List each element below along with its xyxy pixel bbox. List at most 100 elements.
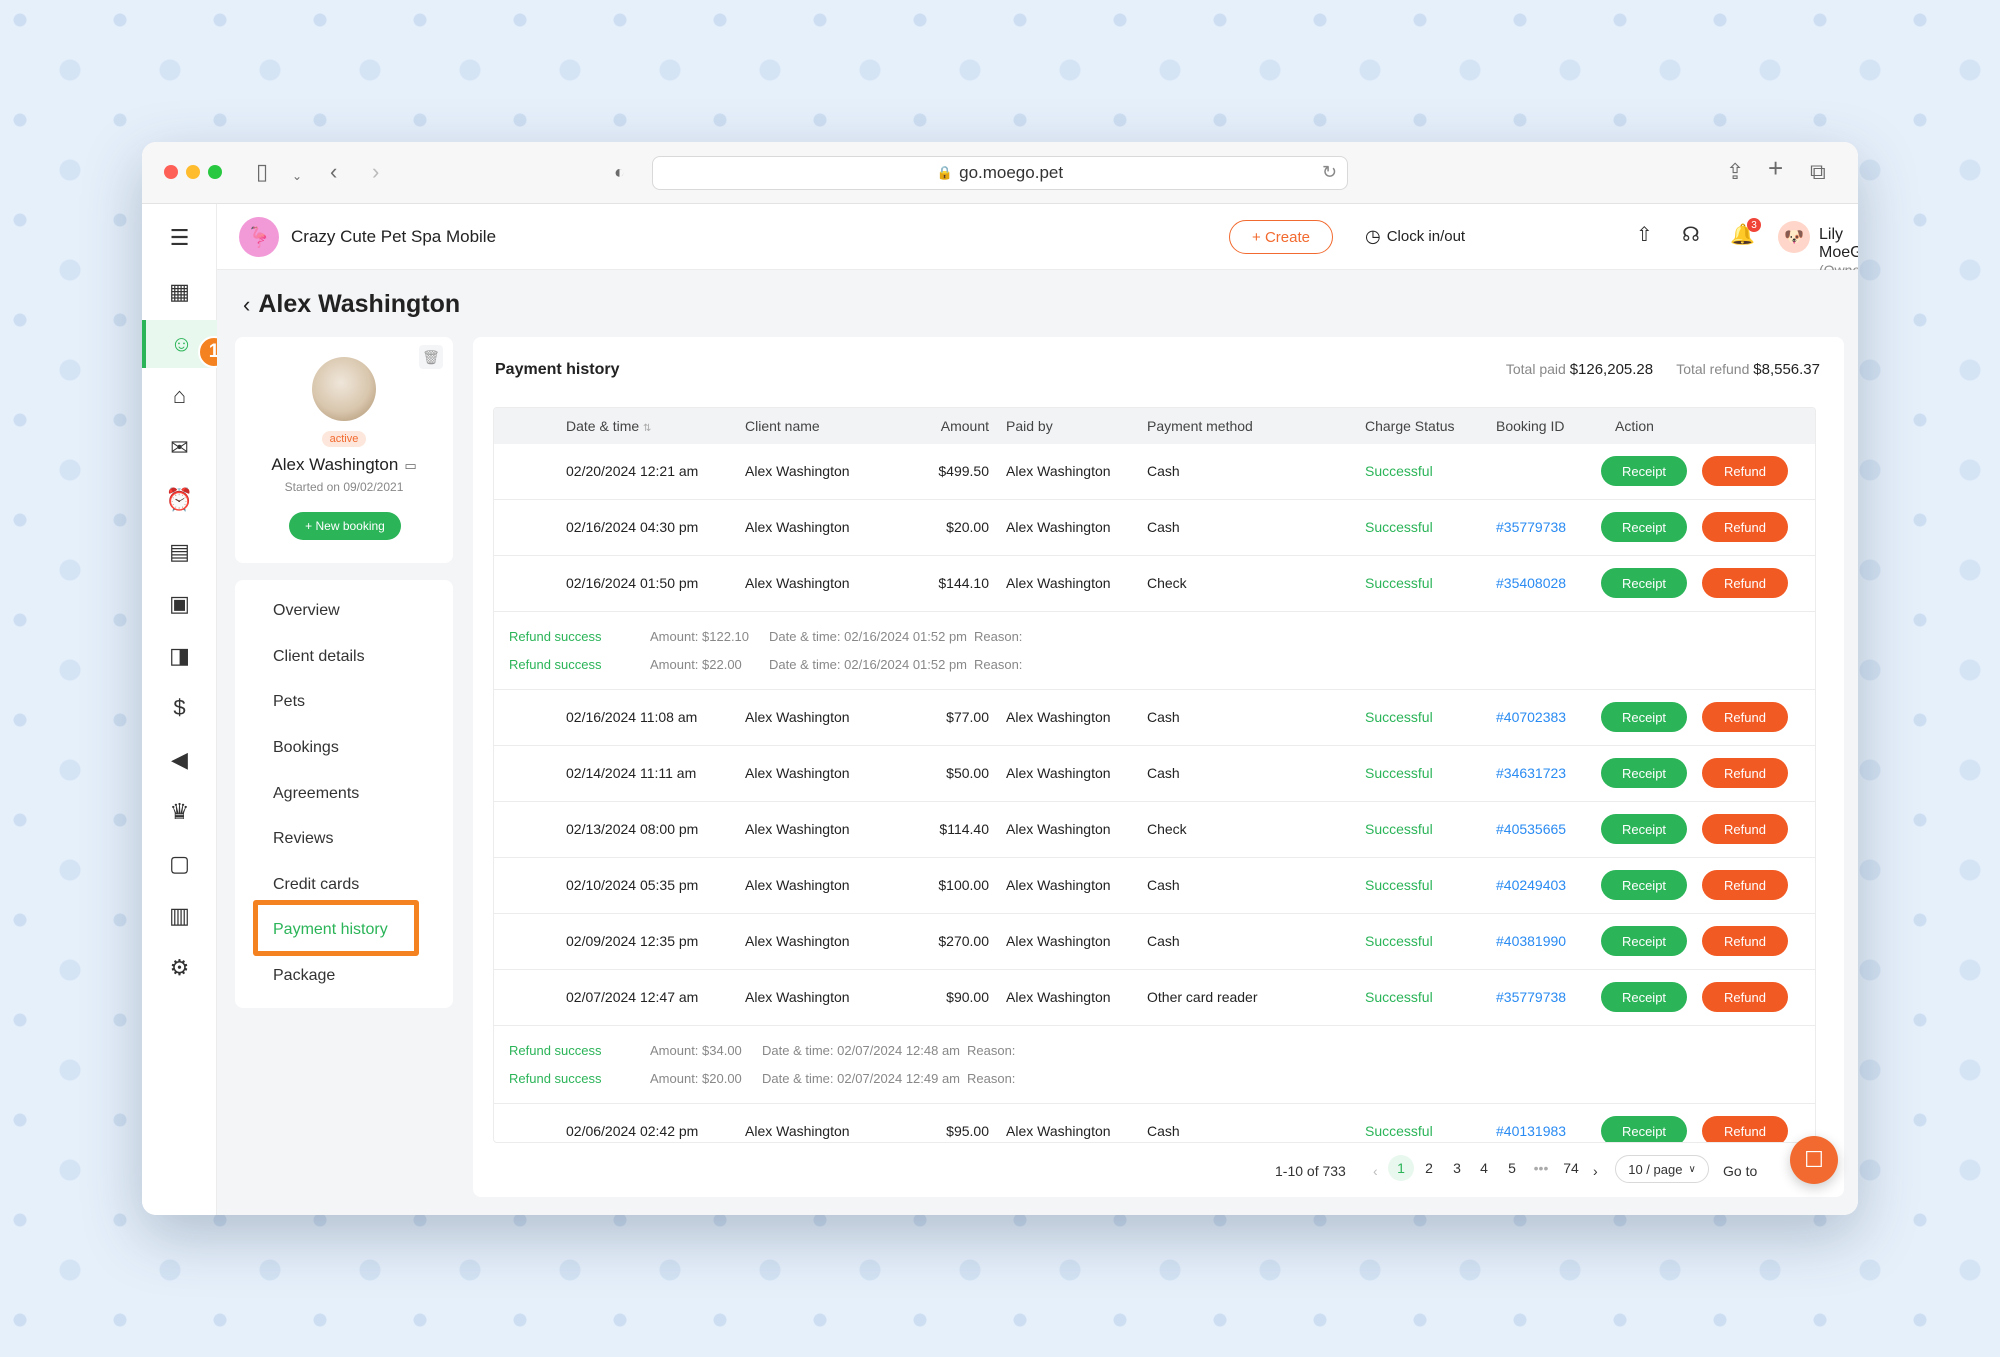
avatar[interactable]: 🐶	[1778, 221, 1810, 253]
dollar-icon[interactable]: $	[173, 695, 186, 720]
refund-button[interactable]: Refund	[1702, 512, 1788, 542]
shop-icon[interactable]: ⌂	[172, 383, 187, 408]
crown-icon[interactable]: ♛	[169, 799, 190, 824]
cell-booking-id[interactable]: #35408028	[1496, 575, 1567, 591]
headset-icon[interactable]: ☊	[1682, 224, 1700, 246]
calendar-icon[interactable]: ▦	[169, 279, 190, 304]
refund-button[interactable]: Refund	[1702, 982, 1788, 1012]
refund-button[interactable]: Refund	[1702, 758, 1788, 788]
chevron-down-icon[interactable]: ⌄	[292, 169, 303, 183]
refund-button[interactable]: Refund	[1702, 926, 1788, 956]
cell-booking-id[interactable]: #34631723	[1496, 765, 1567, 781]
menu-item-package[interactable]: Package	[273, 967, 336, 984]
sidebar-toggle-icon[interactable]: ▯	[256, 159, 269, 184]
page-5[interactable]: 5	[1508, 1160, 1516, 1176]
messages-icon[interactable]: ✉	[170, 435, 189, 460]
close-window-button[interactable]	[164, 165, 178, 179]
maximize-window-button[interactable]	[208, 165, 222, 179]
cell-booking-id[interactable]: #35779738	[1496, 989, 1567, 1005]
address-bar[interactable]: 🔒 go.moego.pet ↻	[652, 156, 1348, 190]
menu-item-reviews[interactable]: Reviews	[273, 830, 334, 847]
back-arrow-icon[interactable]: ‹	[330, 159, 338, 184]
chat-support-button[interactable]: ☐	[1790, 1136, 1838, 1184]
page-2[interactable]: 2	[1425, 1160, 1433, 1176]
menu-item-bookings[interactable]: Bookings	[273, 739, 339, 756]
receipt-button[interactable]: Receipt	[1601, 512, 1687, 542]
cell-booking-id[interactable]: #40535665	[1496, 821, 1567, 837]
menu-item-agreements[interactable]: Agreements	[273, 785, 360, 802]
next-page-icon[interactable]: ›	[1593, 1163, 1598, 1179]
receipt-button[interactable]: Receipt	[1601, 1116, 1687, 1142]
refund-button[interactable]: Refund	[1702, 814, 1788, 844]
business-name[interactable]: Crazy Cute Pet Spa Mobile	[291, 227, 497, 246]
hamburger-menu-icon[interactable]: ☰	[169, 225, 190, 250]
page-last[interactable]: 74	[1563, 1160, 1579, 1176]
receipt-button[interactable]: Receipt	[1601, 926, 1687, 956]
settings-gear-icon[interactable]: ⚙	[169, 955, 190, 980]
forward-arrow-icon[interactable]: ›	[372, 159, 380, 184]
new-tab-icon[interactable]: +	[1768, 153, 1784, 183]
refund-button[interactable]: Refund	[1702, 870, 1788, 900]
menu-item-payment-history[interactable]: Payment history	[273, 921, 388, 938]
id-card-icon[interactable]: ▢	[169, 851, 190, 876]
shield-icon[interactable]: ◐	[614, 162, 625, 182]
reload-icon[interactable]: ↻	[1321, 162, 1337, 182]
menu-item-overview[interactable]: Overview	[273, 602, 340, 619]
lock-icon: 🔒	[936, 165, 954, 180]
receipt-button[interactable]: Receipt	[1601, 870, 1687, 900]
col-date[interactable]: Date & time ⇅	[566, 418, 651, 434]
cell-paid-by: Alex Washington	[1006, 877, 1111, 893]
receipt-button[interactable]: Receipt	[1601, 456, 1687, 486]
receipt-button[interactable]: Receipt	[1601, 702, 1687, 732]
clock-in-out-button[interactable]: ◷ Clock in/out	[1365, 226, 1465, 247]
total-paid-label: Total paid	[1505, 361, 1566, 377]
upload-icon[interactable]: ⇧	[1636, 224, 1653, 246]
refund-button[interactable]: Refund	[1702, 568, 1788, 598]
page-1[interactable]: 1	[1388, 1155, 1414, 1181]
cell-status: Successful	[1365, 1123, 1433, 1139]
bar-chart-icon[interactable]: ▥	[169, 903, 190, 928]
cell-booking-id[interactable]: #35779738	[1496, 519, 1567, 535]
page-ellipsis[interactable]: •••	[1533, 1160, 1549, 1176]
trash-icon[interactable]: 🗑	[419, 345, 443, 369]
create-button[interactable]: + Create	[1229, 220, 1333, 254]
share-icon[interactable]: ⇪	[1726, 159, 1745, 184]
refund-details: Refund success Amount: $122.10 Date & time…	[494, 612, 1815, 690]
page-size-select[interactable]: 10 / page ∨	[1615, 1155, 1709, 1183]
cell-date: 02/06/2024 02:42 pm	[566, 1123, 699, 1139]
refund-status: Refund success	[509, 629, 602, 644]
cell-booking-id[interactable]: #40249403	[1496, 877, 1567, 893]
menu-item-client-details[interactable]: Client details	[273, 648, 365, 665]
menu-item-credit-cards[interactable]: Credit cards	[273, 876, 360, 893]
receipt-button[interactable]: Receipt	[1601, 982, 1687, 1012]
sort-icon[interactable]: ⇅	[643, 423, 652, 434]
receipt-button[interactable]: Receipt	[1601, 814, 1687, 844]
clipboard-icon[interactable]: ▣	[169, 591, 190, 616]
card-icon[interactable]: ▭	[404, 458, 417, 473]
megaphone-icon[interactable]: ◀	[171, 747, 188, 772]
new-booking-button[interactable]: + New booking	[289, 512, 401, 540]
back-chevron-icon[interactable]: ‹	[243, 292, 251, 317]
refund-button[interactable]: Refund	[1702, 702, 1788, 732]
menu-item-pets[interactable]: Pets	[273, 693, 306, 710]
refund-button[interactable]: Refund	[1702, 1116, 1788, 1142]
tag-icon[interactable]: ◨	[169, 643, 190, 668]
col-action: Action	[1615, 418, 1654, 434]
clock-icon: ◷	[1365, 226, 1381, 246]
browser-window: ▯ ⌄ ‹ › ◐ 🔒 go.moego.pet ↻ ⇪ + ⧉ ☰ ▦ ☺ ⌂…	[142, 142, 1858, 1215]
page-3[interactable]: 3	[1453, 1160, 1461, 1176]
tabs-overview-icon[interactable]: ⧉	[1810, 159, 1826, 184]
page-4[interactable]: 4	[1480, 1160, 1488, 1176]
cell-booking-id[interactable]: #40131983	[1496, 1123, 1567, 1139]
receipt-button[interactable]: Receipt	[1601, 568, 1687, 598]
receipt-button[interactable]: Receipt	[1601, 758, 1687, 788]
schedule-icon[interactable]: ▤	[169, 539, 190, 564]
cell-booking-id[interactable]: #40702383	[1496, 709, 1567, 725]
minimize-window-button[interactable]	[186, 165, 200, 179]
cell-amount: $95.00	[946, 1123, 989, 1139]
reminder-clock-icon[interactable]: ⏰	[165, 487, 194, 512]
cell-booking-id[interactable]: #40381990	[1496, 933, 1567, 949]
page-title: ‹ Alex Washington	[243, 290, 460, 319]
prev-page-icon[interactable]: ‹	[1373, 1163, 1378, 1179]
refund-button[interactable]: Refund	[1702, 456, 1788, 486]
